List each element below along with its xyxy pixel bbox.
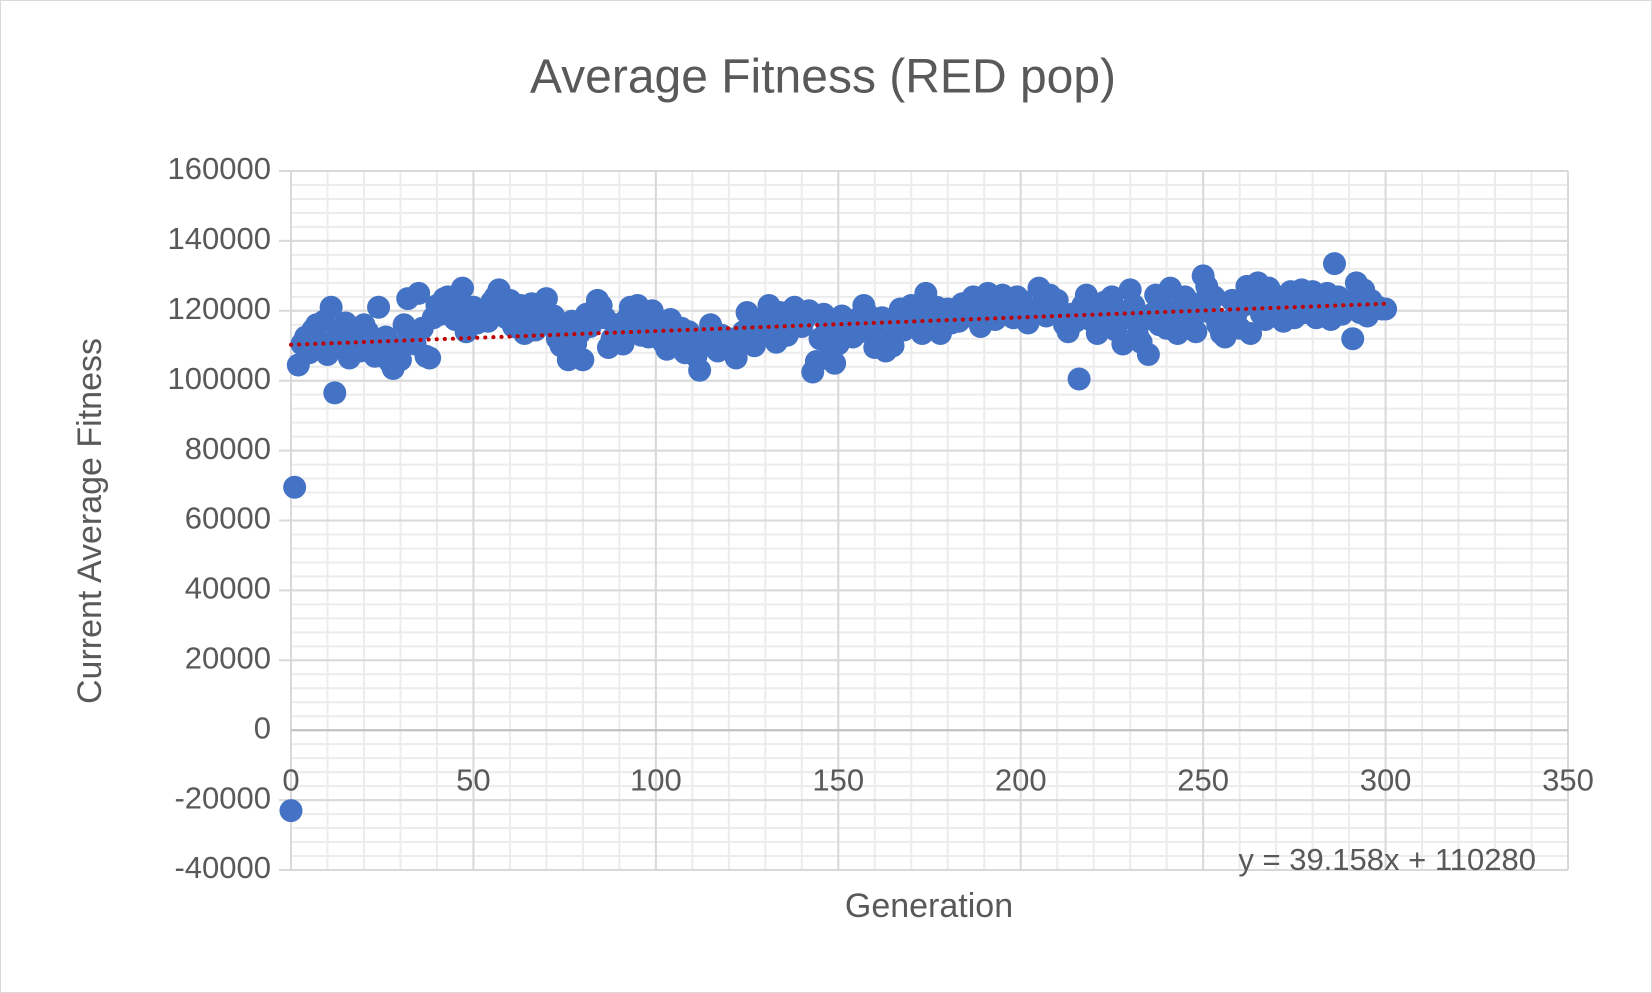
y-tick-label: 80000 bbox=[185, 431, 271, 466]
point bbox=[1341, 327, 1365, 351]
point bbox=[279, 799, 303, 823]
y-tick-label: -40000 bbox=[174, 850, 271, 885]
point bbox=[1136, 342, 1160, 366]
y-tick-label: -20000 bbox=[174, 780, 271, 815]
point bbox=[1322, 252, 1346, 276]
x-tick-label: 150 bbox=[812, 762, 864, 797]
chart-title: Average Fitness (RED pop) bbox=[530, 51, 1116, 104]
point bbox=[688, 358, 712, 382]
point bbox=[1239, 322, 1263, 346]
y-tick-label: 0 bbox=[254, 710, 271, 745]
point bbox=[1374, 297, 1398, 321]
point bbox=[319, 295, 343, 319]
x-axis-title: Generation bbox=[845, 887, 1013, 925]
trendline-equation: y = 39.158x + 110280 bbox=[1238, 842, 1536, 877]
point bbox=[388, 348, 412, 372]
point bbox=[1067, 367, 1091, 391]
grid bbox=[279, 170, 1569, 871]
point bbox=[450, 276, 474, 300]
point bbox=[1184, 320, 1208, 344]
point bbox=[823, 351, 847, 375]
x-tick-label: 50 bbox=[456, 762, 490, 797]
point bbox=[534, 287, 558, 311]
point bbox=[476, 309, 500, 333]
point bbox=[418, 346, 442, 370]
y-tick-label: 60000 bbox=[185, 501, 271, 536]
marks bbox=[279, 252, 1398, 823]
x-tick-label: 100 bbox=[630, 762, 682, 797]
point bbox=[283, 475, 307, 499]
y-axis-title: Current Average Fitness bbox=[71, 338, 109, 704]
y-tick-label: 20000 bbox=[185, 640, 271, 675]
point bbox=[571, 348, 595, 372]
y-tick-label: 40000 bbox=[185, 571, 271, 606]
x-tick-label: 200 bbox=[995, 762, 1047, 797]
x-tick-label: 300 bbox=[1360, 762, 1412, 797]
x-tick-label: 250 bbox=[1177, 762, 1229, 797]
x-tick-label: 0 bbox=[282, 762, 299, 797]
y-tick-label: 120000 bbox=[168, 291, 271, 326]
y-tick-label: 100000 bbox=[168, 361, 271, 396]
point bbox=[323, 381, 347, 405]
y-tick-label: 160000 bbox=[168, 151, 271, 186]
y-tick-label: 140000 bbox=[168, 221, 271, 256]
point bbox=[611, 332, 635, 356]
point bbox=[1202, 285, 1226, 309]
point bbox=[367, 295, 391, 319]
point bbox=[407, 281, 431, 305]
x-tick-label: 350 bbox=[1542, 762, 1594, 797]
